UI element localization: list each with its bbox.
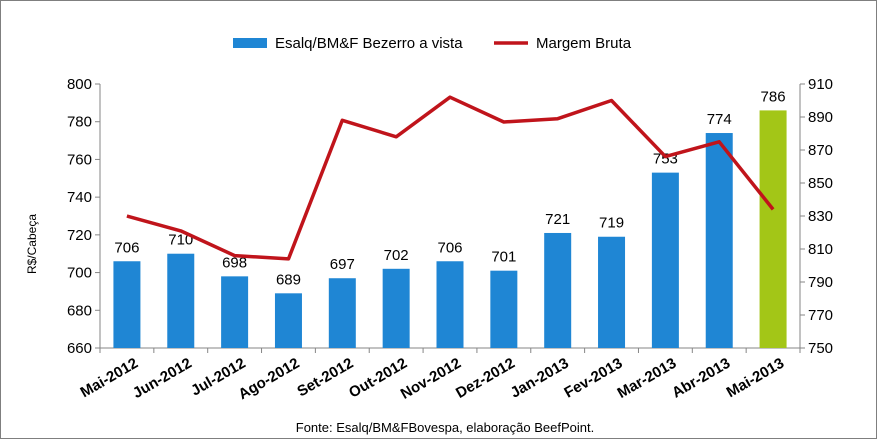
bar-value-label: 719 xyxy=(599,215,624,232)
y-tick-right-label: 790 xyxy=(808,274,833,291)
bar-value-label: 786 xyxy=(761,88,786,105)
x-tick-label: Set-2012 xyxy=(294,355,356,401)
y-tick-left-label: 760 xyxy=(67,151,92,168)
bar xyxy=(705,133,733,348)
y-tick-right-label: 770 xyxy=(808,307,833,324)
legend-label-line: Margem Bruta xyxy=(536,35,632,52)
y-axis-title: R$/Cabeça xyxy=(25,214,39,274)
y-tick-left-label: 660 xyxy=(67,340,92,357)
bar-value-label: 706 xyxy=(114,239,139,256)
y-tick-left-label: 700 xyxy=(67,265,92,282)
y-tick-right-label: 850 xyxy=(808,175,833,192)
y-tick-right-label: 910 xyxy=(808,76,833,93)
x-tick-label: Ago-2012 xyxy=(235,355,302,403)
bar-value-label: 706 xyxy=(437,239,462,256)
x-tick-label: Fev-2013 xyxy=(561,355,625,402)
bar xyxy=(382,268,410,348)
bar-value-label: 701 xyxy=(491,249,516,266)
bar-value-label: 774 xyxy=(707,111,732,128)
x-tick-label: Abr-2013 xyxy=(669,355,733,402)
source-note: Fonte: Esalq/BM&FBovespa, elaboração Bee… xyxy=(296,420,594,435)
y-tick-left-label: 800 xyxy=(67,76,92,93)
legend-swatch-bars xyxy=(233,38,267,48)
x-tick-label: Nov-2012 xyxy=(398,355,464,403)
bar xyxy=(598,236,626,348)
bar-value-label: 702 xyxy=(384,247,409,264)
bar xyxy=(274,293,302,348)
plot-area: 660 680 700 720 740 760 780 800 750 770 790 810 830 8… xyxy=(67,76,833,403)
x-tick-label: Jun-2012 xyxy=(130,355,195,402)
x-tick-label: Mai-2012 xyxy=(78,355,141,401)
bar-value-label: 697 xyxy=(330,256,355,273)
x-tick-label: Dez-2012 xyxy=(453,355,518,402)
x-tick-label: Mar-2013 xyxy=(615,355,680,402)
y-tick-right-label: 890 xyxy=(808,109,833,126)
y-tick-right-label: 870 xyxy=(808,142,833,159)
bar xyxy=(436,261,464,348)
bar xyxy=(221,276,249,348)
bar xyxy=(544,232,572,348)
y-tick-right-label: 830 xyxy=(808,208,833,225)
bar-value-label: 689 xyxy=(276,271,301,288)
legend-label-bars: Esalq/BM&F Bezerro a vista xyxy=(275,35,463,52)
bar xyxy=(167,253,195,348)
y-tick-left-label: 720 xyxy=(67,227,92,244)
bar-value-label: 710 xyxy=(168,232,193,249)
bar xyxy=(759,110,787,349)
bar xyxy=(113,261,141,348)
y-tick-left-label: 740 xyxy=(67,189,92,206)
y-tick-right-label: 750 xyxy=(808,340,833,357)
bar-value-label: 721 xyxy=(545,211,570,228)
y-tick-right-label: 810 xyxy=(808,241,833,258)
x-tick-label: Mai-2013 xyxy=(724,355,787,401)
legend: Esalq/BM&F Bezerro a vista Margem Bruta xyxy=(233,35,632,52)
x-tick-label: Jan-2013 xyxy=(508,355,572,402)
bar-value-label: 698 xyxy=(222,254,247,271)
bar xyxy=(328,278,356,348)
bar xyxy=(651,172,679,348)
y-tick-left-label: 680 xyxy=(67,302,92,319)
y-tick-left-label: 780 xyxy=(67,114,92,131)
bar xyxy=(490,270,518,348)
series-line-margem-bruta xyxy=(126,95,775,261)
